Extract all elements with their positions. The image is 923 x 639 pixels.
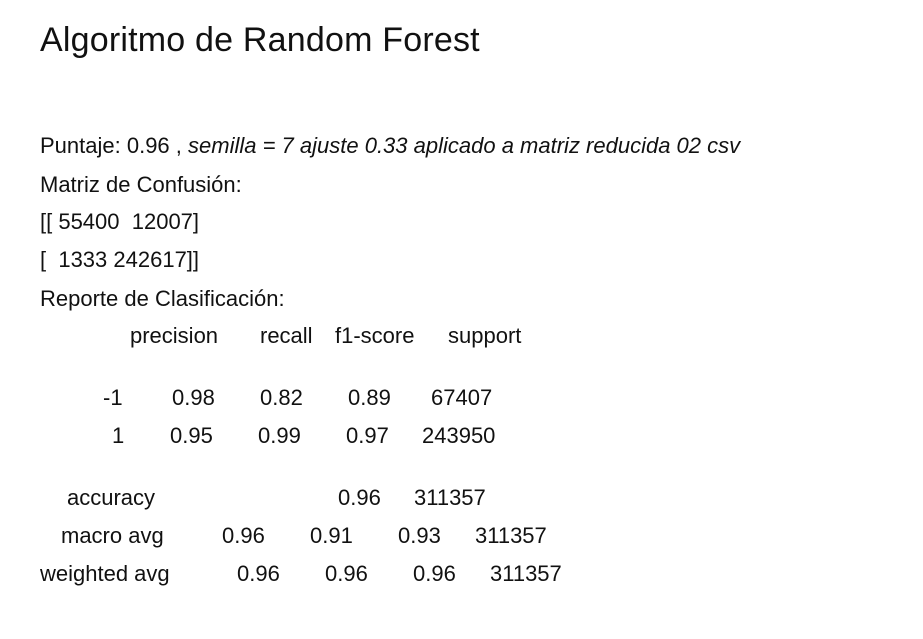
confusion-row-2: [ 1333 242617]] (40, 247, 200, 272)
score-line: Puntaje: 0.96 , semilla = 7 ajuste 0.33 … (40, 132, 740, 160)
report-title: Reporte de Clasificación: (40, 286, 285, 311)
report-accuracy-support: 311357 (414, 485, 486, 510)
report-weighted-precision: 0.96 (237, 561, 280, 586)
report-macro-precision: 0.96 (222, 523, 265, 548)
report-macro-f1-score: 0.93 (398, 523, 441, 548)
report-accuracy-label: accuracy (67, 485, 156, 510)
report-weighted-label: weighted avg (40, 561, 170, 586)
report-accuracy-value: 0.96 (338, 485, 381, 510)
confusion-title: Matriz de Confusión: (40, 172, 242, 197)
report-header-precision: precision (130, 323, 219, 348)
report-row-f1-score: 0.89 (348, 385, 391, 410)
report-weighted-support: 311357 (490, 561, 562, 586)
report-weighted-f1-score: 0.96 (413, 561, 456, 586)
report-macro-support: 311357 (475, 523, 547, 548)
report-row-recall: 0.82 (260, 385, 303, 410)
confusion-row-1: [[ 55400 12007] (40, 209, 200, 234)
report-row-class: -1 (103, 385, 123, 410)
report-macro-label: macro avg (61, 523, 164, 548)
report-header-recall: recall (260, 323, 313, 348)
slide-title: Algoritmo de Random Forest (40, 21, 480, 59)
report-row-precision: 0.95 (170, 423, 213, 448)
score-label: Puntaje: 0.96 , (40, 133, 182, 158)
report-header-support: support (448, 323, 522, 348)
report-macro-recall: 0.91 (310, 523, 353, 548)
report-row-support: 67407 (431, 385, 493, 410)
report-header-f1-score: f1-score (335, 323, 415, 348)
report-row-precision: 0.98 (172, 385, 215, 410)
report-row-f1-score: 0.97 (346, 423, 389, 448)
report-row-recall: 0.99 (258, 423, 301, 448)
report-weighted-recall: 0.96 (325, 561, 368, 586)
report-row-class: 1 (112, 423, 125, 448)
score-detail: semilla = 7 ajuste 0.33 aplicado a matri… (188, 133, 741, 158)
report-row-support: 243950 (422, 423, 496, 448)
